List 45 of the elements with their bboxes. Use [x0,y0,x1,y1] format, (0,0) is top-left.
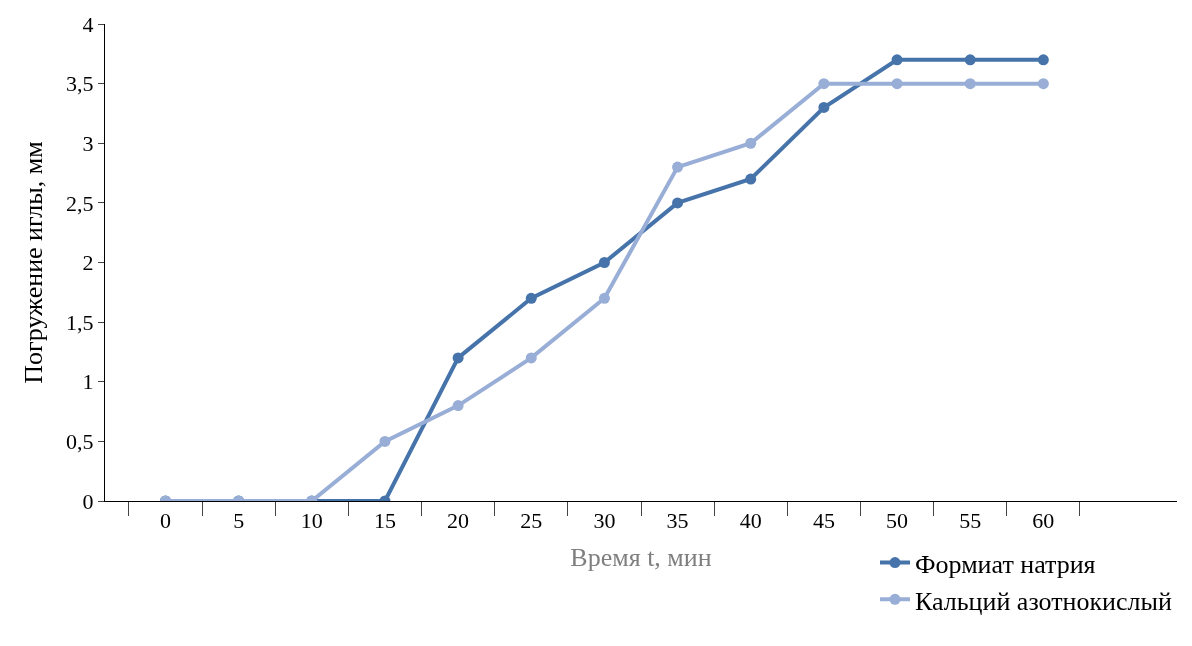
y-tick-label: 3 [82,130,94,156]
y-tick-label: 2 [82,250,94,276]
point [1037,54,1049,66]
x-tick-label: 10 [300,508,323,534]
point [598,292,610,304]
x-tick-label: 40 [739,508,762,534]
point [745,173,757,185]
x-tick-label: 15 [373,508,396,534]
point [452,352,464,364]
point [525,292,537,304]
x-tick-label: 5 [233,508,245,534]
point [672,197,684,209]
point [1037,78,1049,90]
point [672,161,684,173]
point [598,257,610,268]
point [891,54,903,66]
point [964,78,976,90]
y-tick-label: 2,5 [66,190,94,216]
y-tick-label: 0,5 [66,429,94,455]
point [964,54,976,66]
y-tick-label: 1,5 [66,309,94,335]
y-tick-label: 1 [82,369,94,395]
x-tick-label: 0 [159,508,171,534]
point [818,101,830,113]
x-tick-label: 55 [959,508,982,534]
x-tick-label: 20 [447,508,470,534]
y-axis-title: Погружение иглы, мм [19,141,49,384]
y-tick-label: 0 [82,488,94,514]
legend-label: Формиат натрия [915,549,1096,579]
point [745,137,757,149]
y-tick-label: 4 [82,11,94,37]
x-tick-label: 35 [666,508,689,534]
x-tick-label: 60 [1032,508,1055,534]
x-tick-label: 45 [812,508,835,534]
point [525,352,537,364]
x-tick-label: 25 [520,508,543,534]
y-tick-label: 3,5 [66,71,94,97]
x-tick-label: 50 [886,508,909,534]
x-tick-label: 30 [593,508,616,534]
point [818,78,830,90]
x-axis-title: Время t, мин [570,543,712,573]
point [891,78,903,90]
point [452,400,464,412]
point [379,435,391,447]
legend-label: Кальций азотнокислый [915,586,1172,616]
